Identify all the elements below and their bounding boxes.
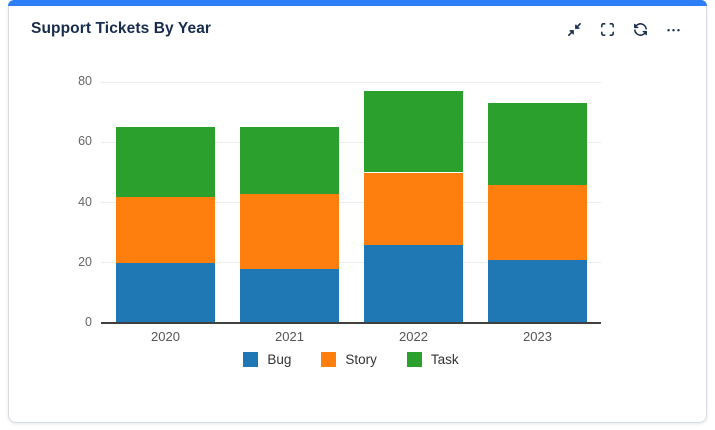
collapse-button[interactable] [565,20,583,38]
legend-item-story[interactable]: Story [321,352,377,367]
fullscreen-icon [600,22,614,36]
x-axis-label: 2021 [275,329,304,344]
legend-item-task[interactable]: Task [406,352,459,367]
bar-segment-2022-task[interactable] [364,91,463,173]
y-axis-tick-label: 80 [78,74,92,89]
gridline [101,202,601,204]
collapse-icon [567,22,581,36]
bar-segment-2023-story[interactable] [488,184,587,260]
card-header: Support Tickets By Year [9,1,706,38]
x-axis-label: 2020 [151,329,180,344]
gadget-card: Support Tickets By Year [8,0,707,423]
gridline [101,262,601,264]
y-axis-tick-label: 40 [78,194,92,209]
bar-segment-2020-bug[interactable] [116,262,215,323]
more-options-button[interactable] [664,20,682,38]
y-axis-tick-label: 0 [85,315,92,329]
refresh-button[interactable] [631,20,649,38]
legend-swatch [406,352,422,367]
legend-item-bug[interactable]: Bug [243,352,291,367]
y-axis-tick-label: 20 [78,254,92,269]
legend-label: Task [430,352,459,367]
bar-segment-2021-story[interactable] [240,193,339,269]
bar-segment-2021-task[interactable] [240,127,339,194]
stacked-bar-chart: 0 20 40 60 80 2020 2021 2022 2023 [9,1,706,422]
bar-segment-2020-story[interactable] [116,196,215,263]
chart-legend: Bug Story Task [101,352,601,367]
fullscreen-button[interactable] [598,20,616,38]
gridline [101,81,601,83]
page-title: Support Tickets By Year [31,20,212,37]
bar-segment-2023-bug[interactable] [488,259,587,323]
legend-label: Bug [267,352,292,367]
refresh-icon [633,22,647,36]
more-options-icon [666,28,680,31]
gridline [101,141,601,143]
legend-label: Story [345,352,377,367]
bar-segment-2022-story[interactable] [364,172,463,245]
x-axis-label: 2022 [399,329,428,344]
legend-swatch [321,352,337,367]
bar-segment-2022-bug[interactable] [364,244,463,323]
x-axis-label: 2023 [523,329,552,344]
card-toolbar [565,20,682,38]
bar-segment-2021-bug[interactable] [240,268,339,323]
bar-segment-2023-task[interactable] [488,103,587,185]
y-axis-tick-label: 60 [78,134,92,149]
x-axis-line [101,322,601,324]
card-accent-bar [8,0,707,6]
legend-swatch [243,352,259,367]
bar-segment-2020-task[interactable] [116,127,215,197]
